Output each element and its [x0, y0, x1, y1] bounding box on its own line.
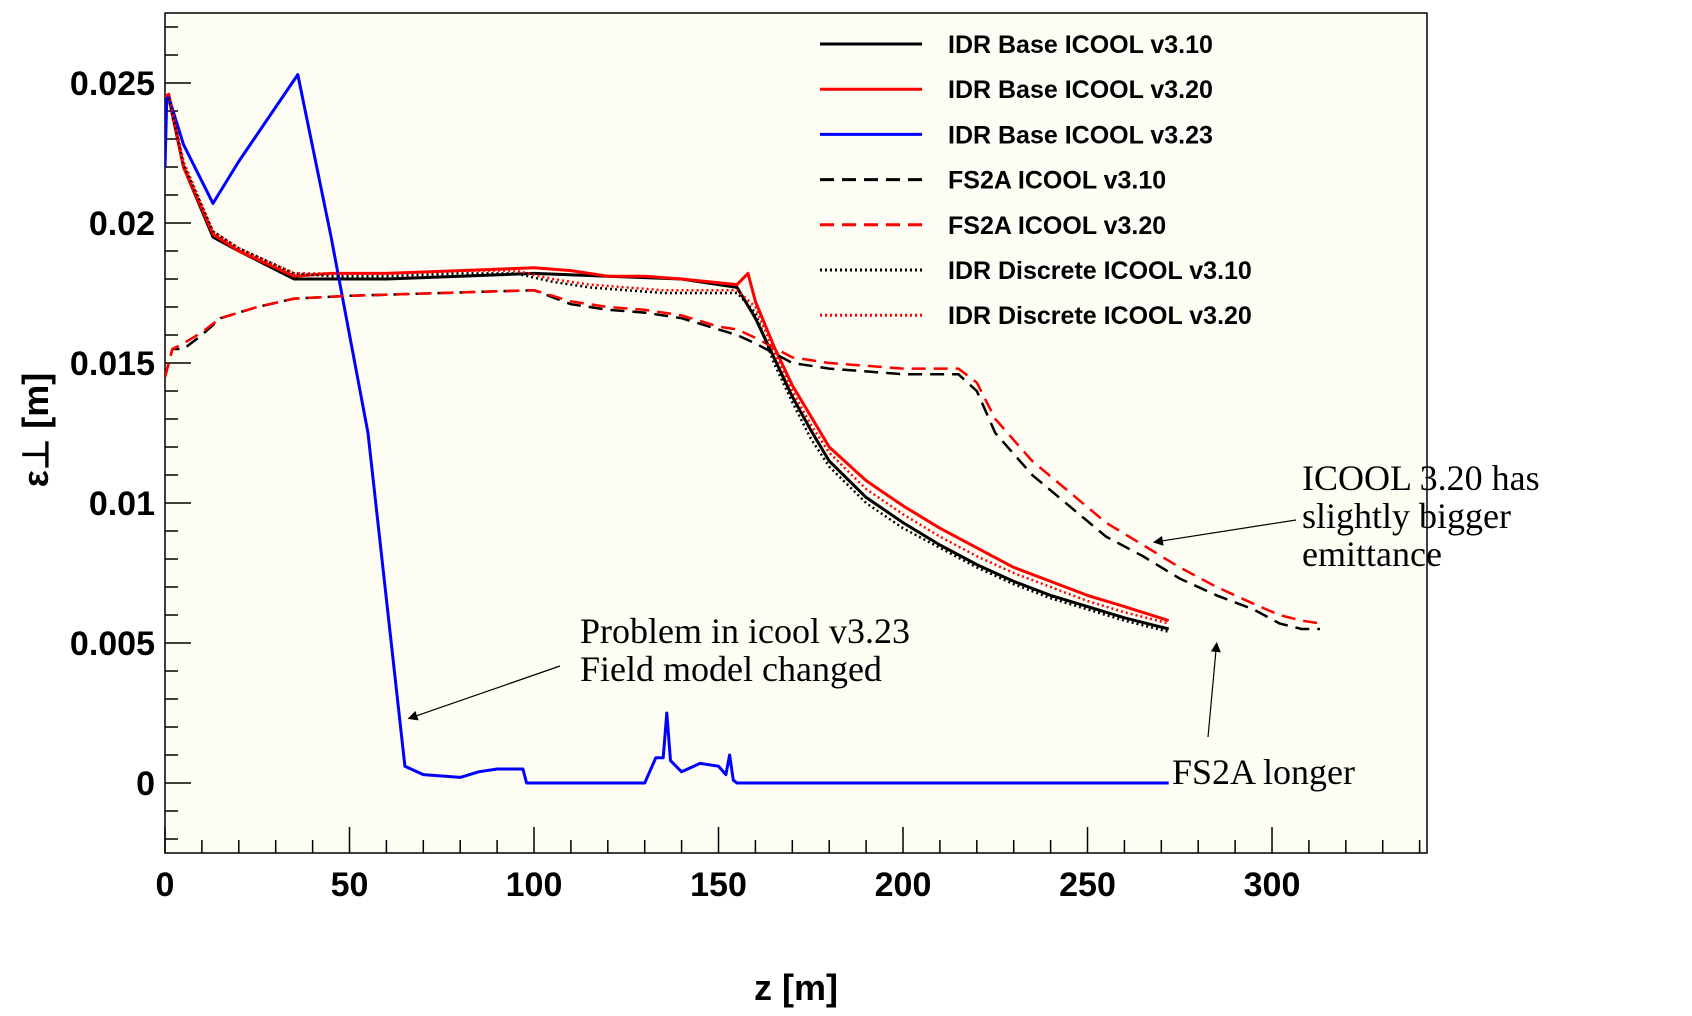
- y-tick-label: 0.02: [89, 205, 155, 243]
- legend-label: IDR Base ICOOL v3.20: [948, 76, 1213, 104]
- series-line-4: [165, 288, 1321, 625]
- y-tick-label: 0.015: [70, 345, 155, 383]
- legend-label: IDR Base ICOOL v3.10: [948, 31, 1213, 59]
- y-tick-label: 0.01: [89, 485, 155, 523]
- legend-label: IDR Base ICOOL v3.23: [948, 121, 1213, 149]
- y-tick-label: 0.005: [70, 625, 155, 663]
- x-tick-label: 200: [875, 866, 932, 904]
- series-line-2: [165, 73, 1169, 785]
- x-axis-label: z [m]: [754, 967, 838, 1008]
- x-tick-label: 50: [331, 866, 369, 904]
- legend-label: FS2A ICOOL v3.20: [948, 212, 1166, 240]
- legend-label: IDR Discrete ICOOL v3.20: [948, 302, 1252, 330]
- annotation-text: Field model changed: [580, 649, 882, 689]
- x-tick-label: 300: [1244, 866, 1301, 904]
- annotation-text: Problem in icool v3.23: [580, 611, 910, 651]
- legend-label: FS2A ICOOL v3.10: [948, 167, 1166, 195]
- tick-labels: 0 50 100 150 200 250 300 0 0.005 0.01 0.015 0.02 0.0…: [70, 65, 1300, 904]
- annotation-text: ICOOL 3.20 has: [1302, 458, 1540, 498]
- annotation-text: emittance: [1302, 534, 1442, 574]
- x-tick-label: 150: [690, 866, 747, 904]
- y-tick-label: 0.025: [70, 65, 155, 103]
- x-tick-label: 250: [1059, 866, 1116, 904]
- annotation-text: FS2A longer: [1172, 752, 1355, 792]
- series-line-6: [165, 92, 1170, 625]
- annotation-text: slightly bigger: [1302, 496, 1511, 536]
- series-line-1: [165, 92, 1170, 623]
- x-tick-label: 100: [506, 866, 563, 904]
- annotation-arrow: [1207, 642, 1221, 738]
- legend: IDR Base ICOOL v3.10 IDR Base ICOOL v3.20…: [820, 31, 1252, 330]
- annotation-arrow: [407, 665, 561, 721]
- annotation-arrow: [1152, 519, 1297, 546]
- x-tick-label: 0: [156, 866, 175, 904]
- series-group: [165, 73, 1321, 785]
- plot-area: [164, 12, 1428, 854]
- y-tick-label: 0: [136, 765, 155, 803]
- y-axis-label: ε⊥ [m]: [15, 373, 56, 487]
- legend-label: IDR Discrete ICOOL v3.10: [948, 257, 1252, 285]
